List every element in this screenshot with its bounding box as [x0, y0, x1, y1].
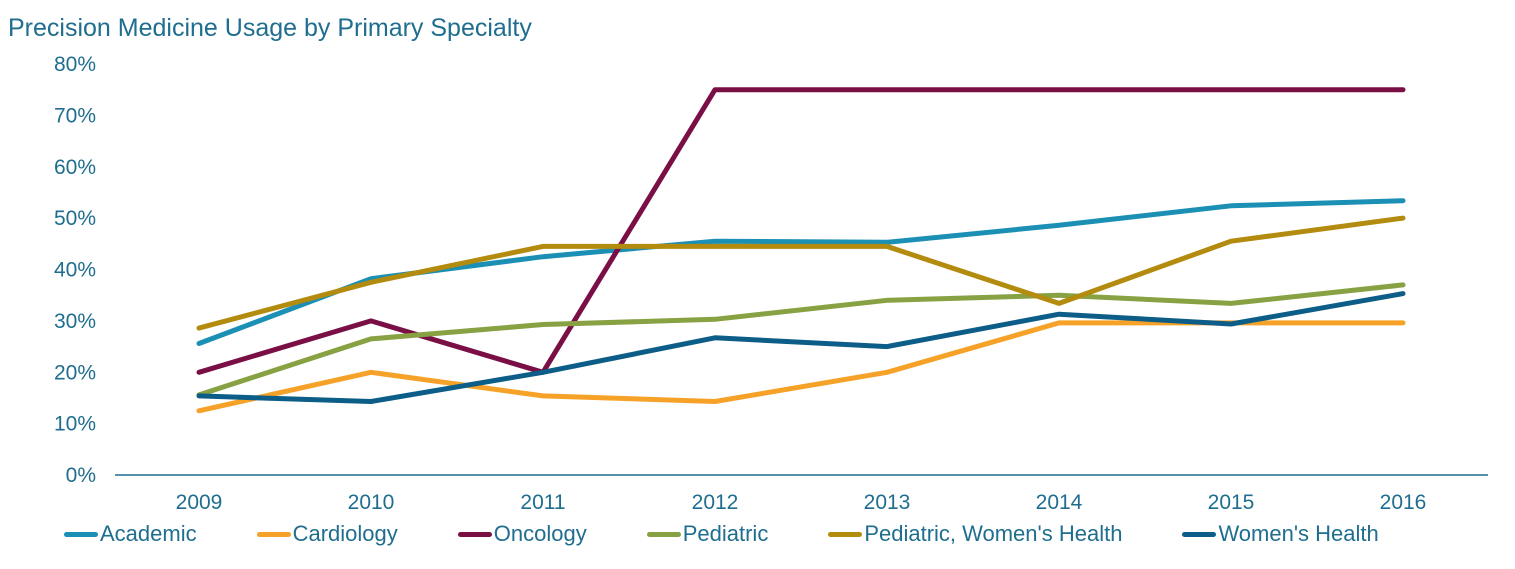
y-tick-label: 10%: [54, 413, 96, 436]
y-tick-label: 20%: [54, 361, 96, 384]
legend-swatch-pediatric-womens-health: [828, 531, 863, 537]
legend-swatch-womens-health: [1182, 531, 1217, 537]
legend-item-academic: Academic: [64, 521, 197, 547]
chart-title: Precision Medicine Usage by Primary Spec…: [8, 14, 532, 42]
legend-item-pediatric: Pediatric: [646, 521, 769, 547]
legend-swatch-oncology: [457, 531, 492, 537]
y-tick-label: 60%: [54, 156, 96, 179]
y-tick-label: 40%: [54, 259, 96, 282]
y-tick-label: 0%: [66, 464, 96, 487]
legend-item-oncology: Oncology: [457, 521, 587, 547]
series-line-pediatric-women-s-health: [196, 215, 1406, 331]
x-tick-label: 2012: [692, 491, 739, 514]
x-tick-label: 2013: [864, 491, 911, 514]
y-axis-tick-labels: 0% 10% 20% 30% 40% 50% 60% 70% 80%: [54, 53, 96, 487]
legend-label-oncology: Oncology: [493, 521, 587, 546]
series-lines: [196, 87, 1406, 414]
x-axis-tick-labels: 2009 2010 2011 2012 2013 2014 2015 2016: [176, 491, 1427, 514]
x-tick-label: 2014: [1036, 491, 1083, 514]
legend-label-pediatric-womens-health: Pediatric, Women's Health: [864, 521, 1123, 546]
series-line-pediatric: [196, 282, 1406, 398]
legend-label-academic: Academic: [100, 521, 197, 546]
x-tick-label: 2011: [520, 491, 565, 514]
legend-item-cardiology: Cardiology: [256, 521, 398, 547]
x-tick-label: 2015: [1208, 491, 1255, 514]
legend: Academic Cardiology Oncology Pediatric P…: [64, 518, 1379, 550]
series-line-women-s-health: [196, 291, 1406, 404]
y-tick-label: 50%: [54, 207, 96, 230]
legend-item-pediatric-womens-health: Pediatric, Women's Health: [828, 521, 1122, 547]
y-tick-label: 70%: [54, 104, 96, 127]
y-tick-label: 30%: [54, 310, 96, 333]
legend-swatch-academic: [64, 531, 98, 537]
legend-label-womens-health: Women's Health: [1218, 521, 1379, 546]
legend-swatch-pediatric: [646, 531, 681, 537]
legend-item-womens-health: Women's Health: [1182, 521, 1379, 547]
legend-swatch-cardiology: [256, 531, 291, 537]
y-tick-label: 80%: [54, 53, 96, 76]
legend-label-pediatric: Pediatric: [682, 521, 769, 546]
x-tick-label: 2010: [348, 491, 395, 514]
x-tick-label: 2009: [176, 491, 223, 514]
x-tick-label: 2016: [1380, 491, 1427, 514]
series-line-oncology: [196, 87, 1406, 375]
legend-label-cardiology: Cardiology: [292, 521, 398, 546]
